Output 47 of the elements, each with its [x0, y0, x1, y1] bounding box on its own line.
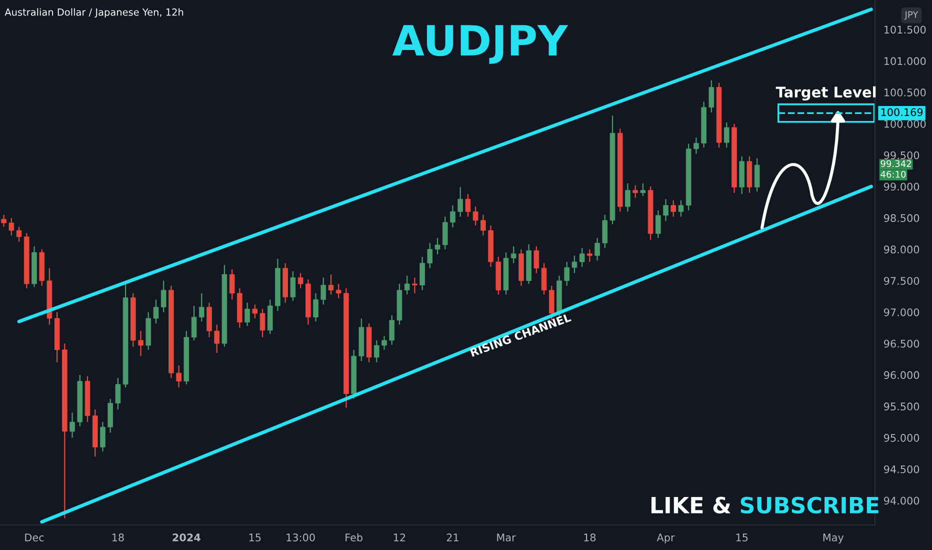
text: Australian Dollar / Japanese Yen, 12h	[4, 8, 184, 18]
x-tick-label: May	[823, 534, 844, 544]
y-tick-label: 97.000	[884, 308, 920, 316]
x-tick-label: Feb	[346, 533, 362, 542]
text: 46:10	[880, 170, 906, 178]
ref-line-label: Target Level	[776, 86, 876, 101]
y-tick-label: 96.500	[884, 340, 920, 348]
y-tick-label: 98.500	[884, 214, 920, 222]
candlestick	[610, 114, 616, 225]
y-tick-label: 97.500	[884, 276, 920, 285]
y-tick-label: 99.000	[884, 182, 920, 191]
candlestick	[8, 217, 14, 236]
x-tick-label: Apr	[656, 534, 675, 544]
x-tick-label: 15	[736, 534, 748, 542]
annotation: SUBSCRIBE	[740, 496, 878, 514]
text: JPY	[904, 11, 918, 20]
text: 99.342	[880, 160, 911, 168]
x-tick-label: 2024	[172, 534, 200, 542]
x-tick-label: Mar	[497, 534, 516, 542]
y-tick-label: 95.000	[884, 434, 920, 442]
y-tick-label: 95.500	[884, 402, 920, 410]
x-tick-label: 18	[112, 534, 124, 542]
x-tick-label: 13:00	[286, 534, 315, 542]
annotation: LIKE &	[651, 496, 730, 514]
y-tick-label: 101.500	[884, 26, 926, 34]
candlestick	[480, 214, 486, 236]
text: 100.169	[881, 108, 923, 116]
candlestick	[260, 308, 266, 338]
x-tick-label: 12	[394, 534, 406, 542]
y-tick-label: 100.000	[884, 120, 926, 128]
candlestick	[84, 376, 90, 423]
y-tick-label: 94.000	[884, 496, 920, 505]
y-tick-label: 101.000	[884, 57, 926, 66]
y-tick-label: 98.000	[884, 246, 920, 254]
y-tick-label: 99.500	[884, 151, 920, 160]
candlestick	[572, 255, 578, 274]
candlestick	[412, 277, 418, 294]
y-tick-label: 96.000	[884, 371, 920, 380]
x-tick-label: 15	[249, 534, 261, 542]
candlestick	[434, 237, 440, 255]
y-tick-label: 100.500	[884, 88, 926, 96]
x-tick-label: 21	[446, 534, 458, 542]
x-tick-label: Dec	[25, 534, 44, 542]
x-tick-label: 18	[584, 534, 596, 542]
candlestick	[587, 248, 592, 262]
text: AUDJPY	[392, 25, 568, 64]
y-tick-label: 94.500	[884, 465, 920, 474]
